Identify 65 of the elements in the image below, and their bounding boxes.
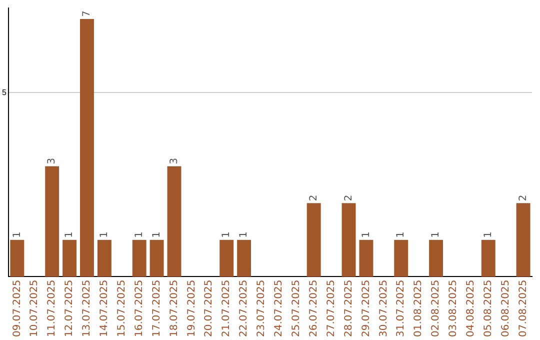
bar [516,203,530,277]
bar [97,240,112,277]
data-label: 1 [396,232,407,238]
x-tick-label: 26.07.2025 [308,280,320,338]
x-tick-label: 23.07.2025 [256,280,268,338]
data-label: 7 [82,10,93,18]
x-tick-label: 19.07.2025 [186,280,198,338]
bar [237,240,252,277]
bar [359,240,374,277]
x-tick-label: 28.07.2025 [343,280,354,338]
bar [306,203,321,277]
x-tick-label: 21.07.2025 [221,280,232,338]
bar [62,240,77,277]
x-tick-label: 16.07.2025 [134,280,145,338]
x-tick-label: 27.07.2025 [326,280,337,338]
data-label: 1 [151,232,162,238]
data-label: 1 [12,232,23,238]
data-label: 1 [221,232,232,238]
data-label: 1 [238,232,250,238]
bar [10,240,24,277]
data-label: 3 [168,158,180,164]
x-tick-label: 15.07.2025 [116,280,128,338]
x-tick-label: 01.08.2025 [413,280,424,338]
x-tick-label: 13.07.2025 [82,280,93,338]
y-tick-label: 5 [2,88,7,97]
x-tick-label: 20.07.2025 [204,280,215,338]
x-tick-label: 24.07.2025 [274,280,285,338]
x-tick-label: 09.07.2025 [12,280,23,338]
bar [150,240,164,277]
x-tick-label: 12.07.2025 [64,280,76,338]
data-label: 1 [134,232,145,238]
data-label: 2 [343,194,354,202]
bar [132,240,146,277]
bar [45,166,60,277]
x-tick-label: 07.08.2025 [518,280,529,338]
x-tick-label: 14.07.2025 [99,280,110,338]
bar [342,203,356,277]
x-tick-label: 25.07.2025 [290,280,302,338]
data-label: 2 [308,194,320,202]
bar [80,19,94,277]
x-tick-label: 11.07.2025 [46,280,58,338]
data-label: 2 [518,194,529,202]
data-label: 1 [482,232,494,238]
x-tick-label: 22.07.2025 [238,280,250,338]
data-label: 1 [430,232,442,238]
bar [429,240,443,277]
x-tick-label: 04.08.2025 [466,280,477,338]
data-label: 1 [64,232,76,238]
bar [394,240,408,277]
x-tick-label: 31.07.2025 [396,280,407,338]
x-tick-label: 10.07.2025 [29,280,40,338]
data-label: 3 [46,158,58,164]
x-tick-label: 30.07.2025 [378,280,390,338]
x-tick-label: 17.07.2025 [151,280,162,338]
x-tick-label: 05.08.2025 [482,280,494,338]
bar [220,240,234,277]
x-tick-label: 03.08.2025 [448,280,460,338]
bar [481,240,496,277]
x-tick-label: 02.08.2025 [430,280,442,338]
data-label: 1 [99,232,110,238]
bar [167,166,182,277]
x-tick-label: 29.07.2025 [360,280,372,338]
data-label: 1 [360,232,372,238]
x-tick-label: 06.08.2025 [500,280,512,338]
x-tick-label: 18.07.2025 [168,280,180,338]
